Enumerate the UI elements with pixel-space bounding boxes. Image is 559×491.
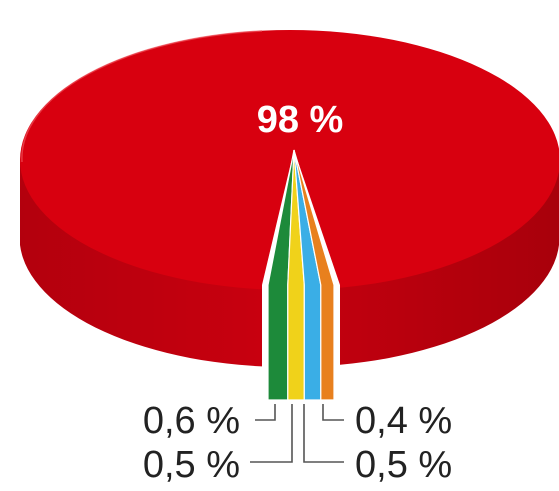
slice-label-green: 0,6 % bbox=[143, 400, 240, 442]
slice-orange bbox=[293, 149, 335, 401]
slice-label-orange: 0,4 % bbox=[355, 400, 452, 442]
pie-side bbox=[20, 160, 559, 368]
slice-label-main: 98 % bbox=[257, 99, 344, 141]
slice-label-blue: 0,5 % bbox=[355, 444, 452, 486]
callout-line-orange bbox=[322, 404, 344, 421]
slice-label-yellow: 0,5 % bbox=[143, 444, 240, 486]
callout-line-green bbox=[255, 404, 276, 421]
callout-line-blue bbox=[303, 404, 344, 463]
callout-lines bbox=[250, 404, 344, 463]
pie-top bbox=[20, 30, 559, 290]
callout-line-yellow bbox=[250, 404, 293, 463]
small-slices bbox=[267, 149, 335, 401]
pie-rim-highlight bbox=[21, 30, 263, 163]
